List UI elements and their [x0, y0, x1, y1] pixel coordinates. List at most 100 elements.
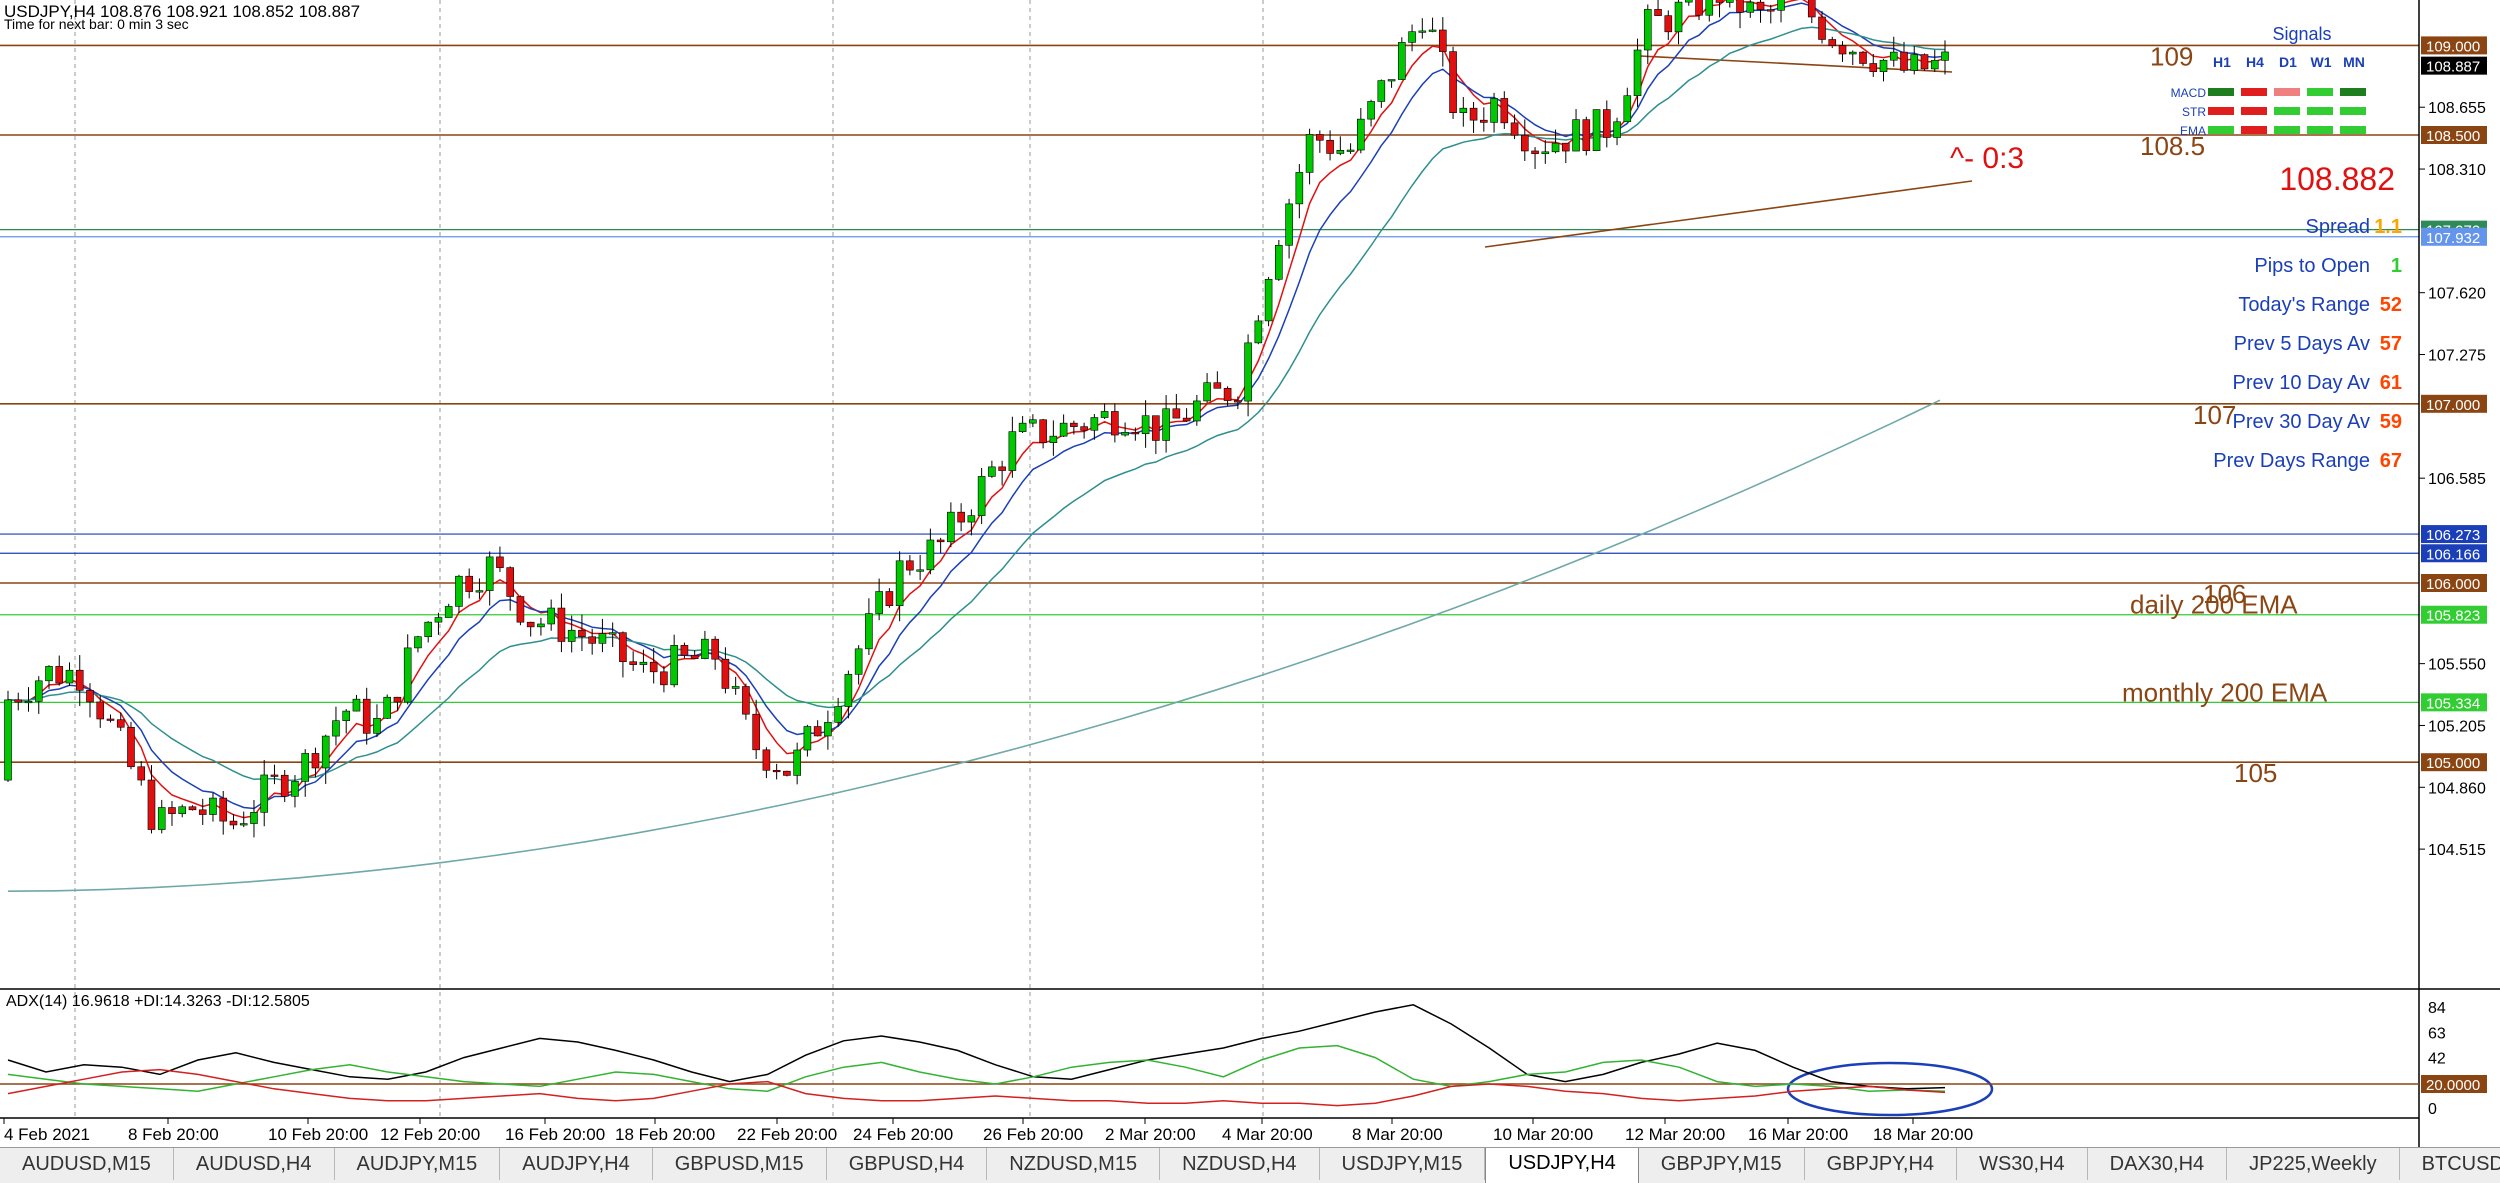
price-tag: [2421, 525, 2487, 544]
candle-body: [1357, 118, 1365, 151]
vertical-gridlines: [74, 0, 1264, 1118]
candle-body: [96, 701, 105, 720]
candle-body: [198, 809, 207, 815]
candle-body: [270, 774, 279, 777]
candle-body: [403, 647, 412, 703]
chart-tab[interactable]: JP225,Weekly: [2227, 1148, 2400, 1180]
candle-body: [414, 636, 422, 649]
candle-body: [1121, 432, 1129, 436]
price-tag-label: 105.823: [2426, 608, 2480, 625]
info-row-value: 59: [2380, 411, 2402, 433]
candle-body: [701, 638, 709, 659]
price-tick-label: 106.585: [2428, 471, 2486, 488]
candle-body: [1203, 382, 1211, 402]
candle-body: [526, 621, 535, 628]
candle-body: [639, 661, 648, 665]
candle-body: [1715, 0, 1724, 3]
time-tick-label: 8 Mar 20:00: [1352, 1125, 1443, 1144]
price-tick-label: 107.620: [2428, 286, 2486, 303]
candle-body: [1941, 51, 1949, 61]
candle-body: [1234, 400, 1242, 403]
chart-tab[interactable]: GBPJPY,H4: [1805, 1148, 1958, 1180]
candle-body: [424, 621, 432, 638]
symbol-header: USDJPY,H4 108.876 108.921 108.852 108.88…: [4, 2, 360, 21]
info-row-value: 67: [2380, 450, 2402, 472]
price-tag-label: 107.932: [2426, 230, 2480, 247]
candle-body: [496, 556, 504, 568]
candle-body: [321, 735, 330, 769]
candle-body: [1111, 411, 1119, 436]
candle-body: [1838, 45, 1847, 55]
time-tick-label: 18 Mar 20:00: [1873, 1125, 1973, 1144]
candle-body: [1418, 30, 1427, 33]
price-tag-label: 109.000: [2426, 38, 2480, 55]
chart-tab[interactable]: GBPUSD,H4: [827, 1148, 988, 1180]
candle-body: [1346, 149, 1355, 152]
price-tick-label: 108.655: [2428, 100, 2486, 117]
candle-body: [1326, 139, 1334, 154]
candle-body: [742, 686, 750, 715]
candle-body: [1879, 59, 1888, 72]
candle-body: [1213, 382, 1222, 389]
chart-tab[interactable]: DAX30,H4: [2088, 1148, 2228, 1180]
candle-body: [906, 560, 914, 571]
chart-tab[interactable]: WS30,H4: [1957, 1148, 2088, 1180]
time-tick-label: 26 Feb 20:00: [983, 1125, 1083, 1144]
adx-line: [7, 1004, 1946, 1090]
triangle-trendlines: [1484, 55, 1973, 248]
candle-body: [731, 686, 740, 689]
candle-body: [578, 629, 586, 638]
chart-tab[interactable]: GBPJPY,M15: [1639, 1148, 1805, 1180]
tab-active[interactable]: USDJPY,H4: [1485, 1148, 1639, 1183]
chart-tab[interactable]: BTCUSD,Daily: [2400, 1148, 2500, 1180]
candle-body: [434, 617, 443, 623]
candle-body: [834, 706, 842, 723]
chart-tab[interactable]: USDJPY,M15: [1320, 1148, 1486, 1180]
candle-body: [1859, 51, 1867, 64]
chart-tab[interactable]: AUDUSD,H4: [174, 1148, 335, 1180]
signals-title: Signals: [2272, 24, 2331, 44]
chart-tab[interactable]: AUDJPY,M15: [335, 1148, 501, 1180]
info-row-value: 1: [2391, 255, 2402, 277]
candle-body: [1193, 400, 1201, 422]
candle-body: [178, 806, 187, 814]
time-axis: 4 Feb 2021 8 Feb 20:00 10 Feb 20:00 12 Feb …: [0, 1117, 2419, 1144]
candle-body: [1305, 134, 1314, 173]
candle-body: [1459, 107, 1468, 113]
candle-body: [1090, 417, 1099, 431]
candle-body: [1182, 417, 1191, 422]
candle-body: [1480, 119, 1488, 123]
candle-body: [537, 623, 545, 628]
candle-body: [1674, 1, 1683, 33]
candle-body: [24, 701, 33, 704]
candle-body: [1377, 80, 1386, 102]
chart-tab[interactable]: AUDUSD,M15: [0, 1148, 174, 1180]
candle-body: [485, 556, 494, 591]
price-tick-label: 104.515: [2428, 842, 2486, 859]
price-tag: [2421, 605, 2487, 624]
candle-body: [301, 753, 310, 782]
chart-tab[interactable]: NZDUSD,H4: [1160, 1148, 1320, 1180]
chart-tab[interactable]: AUDJPY,H4: [500, 1148, 653, 1180]
candle-body: [813, 726, 822, 737]
candle-body: [168, 807, 176, 814]
candle-body: [567, 629, 576, 642]
candle-body: [1777, 0, 1785, 11]
candle-body: [1643, 9, 1652, 51]
candle-body: [1541, 151, 1550, 154]
candle-body: [1408, 31, 1416, 43]
candle-body: [55, 666, 64, 684]
fast-ema-line: [7, 0, 1946, 819]
candle-body: [75, 669, 84, 691]
candle-body: [157, 807, 166, 830]
price-tag: [2421, 36, 2487, 55]
adx-tick-label: 63: [2428, 1025, 2446, 1042]
chart-tab[interactable]: GBPUSD,M15: [653, 1148, 827, 1180]
slow-ema-line: [7, 26, 1946, 782]
candle-body: [670, 645, 678, 686]
chart-tab[interactable]: NZDUSD,M15: [987, 1148, 1161, 1180]
candle-body: [455, 575, 463, 607]
candle-body: [332, 720, 340, 737]
